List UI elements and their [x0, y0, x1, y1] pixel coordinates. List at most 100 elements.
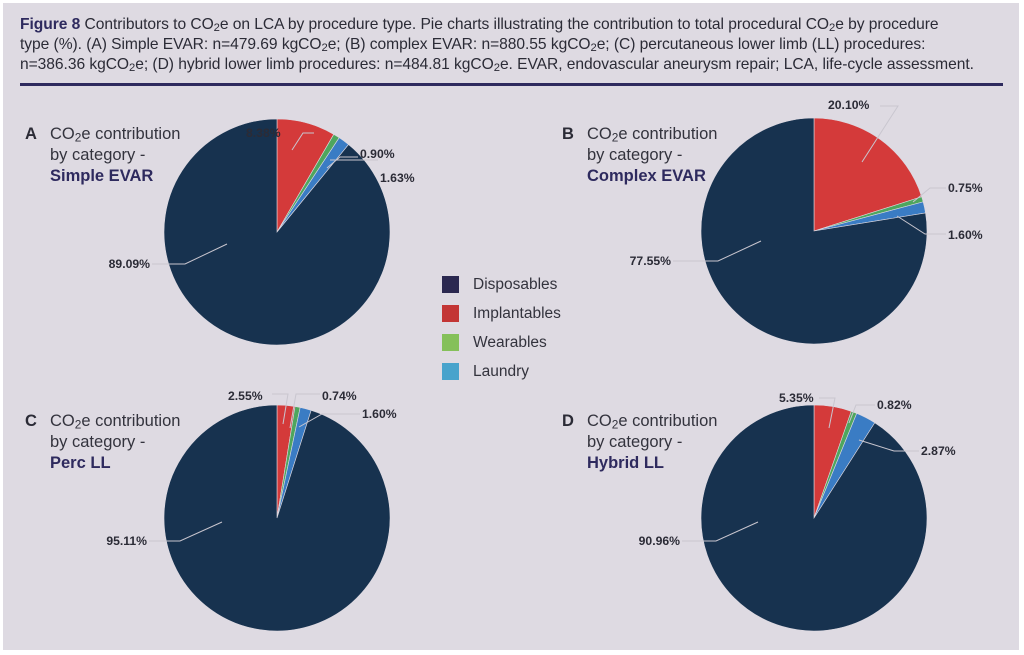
- procedure-name: Perc LL: [50, 454, 111, 472]
- legend-item-laundry: Laundry: [442, 357, 561, 386]
- data-label-implantables: 20.10%: [828, 98, 869, 112]
- caption-text: e; (B) complex EVAR: n=880.55 kgCO: [327, 36, 591, 53]
- pie-slice-disposables: [163, 118, 391, 346]
- data-label-disposables: 90.96%: [639, 534, 680, 548]
- leader-line: [673, 240, 762, 262]
- legend-label: Laundry: [473, 362, 530, 380]
- subscript: 2: [590, 42, 597, 55]
- leader-line: [152, 243, 228, 265]
- data-label-laundry: 1.63%: [380, 171, 415, 185]
- leader-line: [848, 404, 875, 424]
- caption-text: e. EVAR, endovascular aneurysm repair; L…: [499, 56, 974, 73]
- legend-swatch: [442, 334, 459, 351]
- title-text: CO: [587, 125, 612, 143]
- subscript: 2: [829, 22, 836, 35]
- legend-label: Implantables: [473, 304, 561, 322]
- legend-item-disposables: Disposables: [442, 270, 561, 299]
- data-label-disposables: 77.55%: [630, 254, 671, 268]
- title-text: e contribution: [618, 412, 718, 430]
- panel-title-b: B CO2e contribution by category - Comple…: [562, 124, 718, 187]
- subscript: 2: [74, 417, 82, 432]
- data-label-laundry: 1.60%: [362, 407, 397, 421]
- pie-slice-disposables: [700, 404, 928, 632]
- leader-line: [912, 187, 946, 203]
- data-label-wearables: 0.75%: [948, 181, 983, 195]
- caption-text: Contributors to CO: [80, 16, 214, 33]
- legend-label: Disposables: [473, 275, 558, 293]
- panel-letter: B: [562, 125, 574, 143]
- panel-title-a: A CO2e contribution by category - Simple…: [25, 124, 181, 187]
- leader-line: [326, 156, 358, 169]
- title-text: CO: [50, 412, 75, 430]
- procedure-name: Complex EVAR: [587, 167, 706, 185]
- data-label-implantables: 8.38%: [246, 126, 281, 140]
- title-text: CO: [50, 125, 75, 143]
- title-text: e contribution: [81, 125, 181, 143]
- data-label-laundry: 1.60%: [948, 228, 983, 242]
- data-label-laundry: 2.87%: [921, 444, 956, 458]
- leader-line: [289, 393, 320, 429]
- title-text: by category -: [587, 433, 683, 451]
- panel-letter: D: [562, 412, 574, 430]
- data-label-disposables: 89.09%: [109, 257, 150, 271]
- leader-line: [861, 105, 899, 163]
- caption-divider: [20, 83, 1003, 86]
- data-label-wearables: 0.90%: [360, 147, 395, 161]
- subscript: 2: [213, 22, 220, 35]
- data-label-wearables: 0.74%: [322, 389, 357, 403]
- legend-swatch: [442, 305, 459, 322]
- title-text: by category -: [50, 433, 146, 451]
- panel-letter: C: [25, 412, 37, 430]
- panel-title-c: C CO2e contribution by category - Perc L…: [25, 411, 181, 474]
- caption-line-1: Figure 8 Contributors to CO2e on LCA by …: [20, 15, 1010, 35]
- legend: Disposables Implantables Wearables Laund…: [442, 270, 561, 386]
- caption-text: e by procedure: [835, 16, 939, 33]
- subscript: 2: [611, 417, 619, 432]
- leader-line: [858, 439, 919, 452]
- pie-chart-d: 5.35% 0.82% 2.87% 90.96%: [639, 391, 956, 632]
- title-text: e contribution: [618, 125, 718, 143]
- caption-text: type (%). (A) Simple EVAR: n=479.69 kgCO: [20, 36, 322, 53]
- caption-text: e; (C) percutaneous lower limb (LL) proc…: [596, 36, 926, 53]
- leader-line: [682, 521, 759, 542]
- pie-slice-disposables: [163, 404, 391, 632]
- leader-line: [819, 397, 836, 429]
- leader-line: [298, 413, 360, 428]
- data-label-disposables: 95.11%: [106, 534, 147, 548]
- leader-line: [272, 393, 289, 425]
- figure-caption: Figure 8 Contributors to CO2e on LCA by …: [20, 15, 1010, 75]
- caption-line-3: n=386.36 kgCO2e; (D) hybrid lower limb p…: [20, 55, 1010, 75]
- subscript: 2: [493, 62, 500, 75]
- caption-text: e on LCA by procedure type. Pie charts i…: [219, 16, 830, 33]
- procedure-name: Hybrid LL: [587, 454, 664, 472]
- panel-letter: A: [25, 125, 37, 143]
- subscript: 2: [321, 42, 328, 55]
- data-label-implantables: 5.35%: [779, 391, 814, 405]
- title-text: by category -: [50, 146, 146, 164]
- title-text: CO: [587, 412, 612, 430]
- pie-chart-c: 2.55% 0.74% 1.60% 95.11%: [106, 389, 397, 632]
- procedure-name: Simple EVAR: [50, 167, 154, 185]
- pie-slice-disposables: [700, 117, 928, 345]
- pie-chart-b: 20.10% 0.75% 1.60% 77.55%: [630, 98, 983, 345]
- pie-chart-a: 8.38% 0.90% 1.63% 89.09%: [109, 118, 415, 346]
- legend-swatch: [442, 276, 459, 293]
- leader-line: [149, 521, 223, 542]
- caption-text: e; (D) hybrid lower limb procedures: n=4…: [135, 56, 494, 73]
- figure-label: Figure 8: [20, 16, 81, 33]
- subscript: 2: [74, 130, 82, 145]
- panel-title-d: D CO2e contribution by category - Hybrid…: [562, 411, 718, 474]
- legend-item-implantables: Implantables: [442, 299, 561, 328]
- title-text: by category -: [587, 146, 683, 164]
- leader-line: [291, 132, 314, 151]
- data-label-wearables: 0.82%: [877, 398, 912, 412]
- subscript: 2: [129, 62, 136, 75]
- leader-line: [896, 215, 946, 235]
- title-text: e contribution: [81, 412, 181, 430]
- legend-label: Wearables: [473, 333, 547, 351]
- subscript: 2: [611, 130, 619, 145]
- legend-item-wearables: Wearables: [442, 328, 561, 357]
- caption-line-2: type (%). (A) Simple EVAR: n=479.69 kgCO…: [20, 35, 1010, 55]
- caption-text: n=386.36 kgCO: [20, 56, 130, 73]
